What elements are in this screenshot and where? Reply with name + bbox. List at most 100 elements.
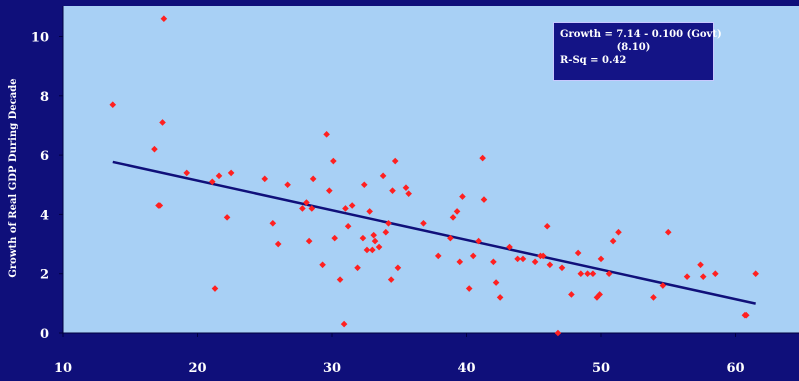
- data-point: [227, 169, 235, 177]
- data-point: [331, 234, 338, 242]
- data-point: [577, 270, 585, 277]
- data-point: [615, 228, 622, 236]
- data-point: [697, 261, 704, 269]
- data-point: [371, 237, 379, 245]
- x-tick-label: 10: [54, 361, 72, 376]
- data-point: [391, 157, 399, 165]
- data-point: [303, 199, 310, 206]
- data-point: [344, 222, 352, 230]
- y-tick-label: 4: [40, 208, 49, 223]
- data-point: [584, 270, 591, 277]
- data-point: [469, 252, 477, 260]
- data-point: [420, 219, 427, 227]
- equation-line: Growth = 7.14 - 0.100 (Govt): [560, 29, 722, 40]
- data-point: [699, 273, 707, 280]
- data-point: [109, 101, 117, 108]
- data-point: [546, 261, 554, 269]
- regression-trendline: [112, 160, 756, 305]
- data-point: [480, 196, 488, 203]
- data-point: [309, 175, 317, 183]
- data-point: [156, 202, 164, 209]
- data-point: [211, 285, 219, 292]
- x-axis-ticks: 10 20 30 40 50 60: [54, 333, 745, 376]
- y-tick-label: 2: [40, 268, 49, 283]
- data-point: [160, 15, 168, 23]
- data-point: [683, 273, 691, 280]
- data-point: [385, 219, 392, 227]
- data-point: [543, 222, 551, 230]
- data-point: [659, 282, 667, 289]
- y-tick-label: 0: [40, 327, 49, 342]
- data-point: [664, 228, 672, 236]
- data-point: [348, 202, 356, 209]
- data-point: [261, 175, 269, 183]
- data-point: [465, 285, 473, 292]
- data-point: [752, 270, 759, 277]
- data-point: [370, 231, 377, 239]
- data-point: [558, 264, 566, 272]
- data-point: [336, 276, 344, 283]
- data-point: [299, 205, 306, 212]
- data-point: [274, 240, 282, 248]
- data-point: [609, 237, 617, 245]
- data-point: [359, 234, 367, 242]
- y-tick-label: 10: [31, 31, 49, 46]
- data-point: [319, 261, 326, 269]
- data-point: [375, 243, 383, 251]
- data-point: [506, 243, 513, 251]
- data-point: [215, 172, 223, 180]
- data-point: [475, 237, 482, 245]
- data-point: [605, 270, 613, 277]
- y-axis-label: Growth of Real GDP During Decade: [8, 78, 19, 277]
- regression-equation-box: Growth = 7.14 - 0.100 (Govt) (8.10) R-Sq…: [553, 22, 722, 81]
- data-point: [342, 205, 349, 212]
- data-point: [394, 264, 402, 272]
- data-point: [574, 249, 582, 257]
- data-point: [568, 291, 575, 298]
- data-point: [159, 119, 166, 126]
- data-point: [284, 181, 291, 189]
- data-point: [363, 246, 371, 254]
- data-point: [389, 187, 396, 194]
- data-point: [405, 190, 412, 197]
- data-point: [496, 294, 504, 301]
- data-point: [459, 193, 466, 200]
- data-point: [269, 219, 277, 227]
- x-tick-label: 40: [457, 361, 475, 376]
- data-point: [330, 157, 337, 165]
- data-point: [387, 276, 395, 283]
- data-point: [382, 228, 390, 236]
- data-point: [539, 252, 547, 260]
- y-tick-label: 8: [40, 90, 49, 105]
- data-point: [369, 246, 376, 254]
- data-point: [183, 169, 191, 177]
- data-point: [519, 255, 527, 263]
- data-point: [323, 131, 330, 138]
- data-point: [354, 264, 361, 272]
- data-point: [402, 184, 410, 192]
- data-point: [479, 154, 486, 162]
- data-point: [597, 255, 605, 263]
- r-squared-line: R-Sq = 0.42: [560, 55, 627, 66]
- data-point: [340, 320, 348, 328]
- standard-error-line: (8.10): [616, 42, 651, 53]
- data-point: [456, 258, 464, 266]
- data-point: [449, 214, 457, 221]
- data-points: [109, 15, 759, 337]
- trendline-group: [112, 160, 756, 305]
- data-point: [650, 294, 657, 301]
- data-point: [712, 270, 719, 277]
- data-point: [434, 252, 442, 260]
- data-point: [742, 311, 750, 319]
- data-point: [514, 255, 521, 263]
- x-tick-label: 60: [726, 361, 744, 376]
- data-point: [531, 258, 539, 266]
- data-point: [596, 291, 603, 298]
- data-point: [308, 205, 316, 212]
- data-point: [589, 270, 597, 277]
- data-point: [490, 258, 497, 266]
- data-point: [447, 234, 454, 242]
- y-tick-label: 6: [40, 149, 49, 164]
- data-point: [360, 181, 368, 189]
